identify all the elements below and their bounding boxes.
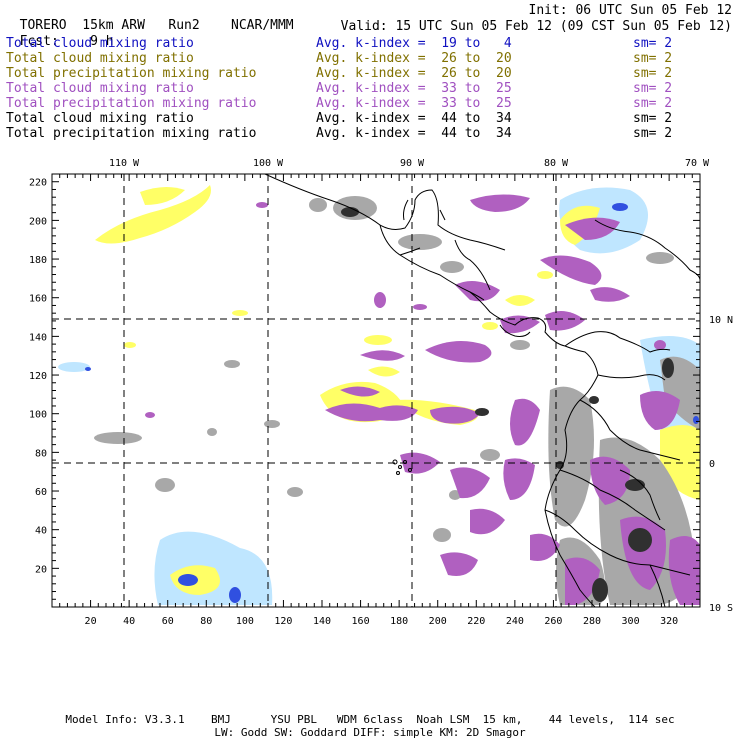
y-tick-label: 40 (35, 526, 47, 537)
cloud-field (58, 185, 700, 605)
legend-sm: sm= 2 (633, 51, 673, 66)
galapagos-islands (392, 459, 412, 475)
model-info: Model Info: V3.3.1 BMJ YSU PBL WDM 6clas… (65, 713, 675, 726)
x-tick-label: 80 (200, 616, 212, 627)
legend-sm: sm= 2 (633, 81, 673, 96)
lon-label: 70 W (685, 158, 710, 169)
lon-label: 110 W (109, 158, 140, 169)
physics-info: LW: Godd SW: Goddard DIFF: simple KM: 2D… (214, 726, 526, 739)
x-tick-label: 180 (390, 616, 408, 627)
x-tick-label: 320 (660, 616, 678, 627)
latitude-labels: 10 N 0 10 S (709, 315, 733, 614)
forecast-hour-line: Fcst: 9 h (4, 19, 114, 49)
legend-field: Total precipitation mixing ratio (6, 126, 257, 141)
x-tick-label: 220 (467, 616, 485, 627)
purple-cloud-areas (145, 194, 700, 605)
legend-row: Total precipitation mixing ratio Avg. k-… (6, 96, 686, 111)
lat-label: 10 S (709, 603, 733, 614)
coastlines (264, 174, 700, 607)
valid-time: Valid: 15 UTC Sun 05 Feb 12 (09 CST Sun … (340, 19, 732, 34)
run-label: Run2 (168, 18, 200, 33)
legend-kindex: Avg. k-index = 33 to 25 (316, 96, 512, 111)
lon-label: 90 W (400, 158, 425, 169)
y-tick-labels: 20 40 60 80 100 120 140 160 180 200 220 (29, 178, 47, 576)
lat-label: 10 N (709, 315, 733, 326)
legend-row: Total cloud mixing ratio Avg. k-index = … (6, 51, 686, 66)
blue-cloud-cores (85, 203, 699, 603)
legend-field: Total cloud mixing ratio (6, 51, 194, 66)
legend-kindex: Avg. k-index = 26 to 20 (316, 51, 512, 66)
x-tick-label: 140 (313, 616, 331, 627)
x-tick-label: 280 (583, 616, 601, 627)
legend-row: Total cloud mixing ratio Avg. k-index = … (6, 111, 686, 126)
legend-sm: sm= 2 (633, 36, 673, 51)
x-tick-labels: 20 40 60 80 100 120 140 160 180 200 220 240 260 280 30… (85, 616, 679, 627)
x-tick-label: 160 (352, 616, 370, 627)
legend-kindex: Avg. k-index = 26 to 20 (316, 66, 512, 81)
legend-field: Total precipitation mixing ratio (6, 96, 257, 111)
y-tick-label: 200 (29, 216, 47, 227)
x-tick-label: 60 (162, 616, 174, 627)
x-tick-label: 300 (622, 616, 640, 627)
model-resolution: 15km ARW (82, 18, 145, 33)
x-tick-label: 40 (123, 616, 135, 627)
lon-label: 100 W (253, 158, 284, 169)
legend-field: Total cloud mixing ratio (6, 36, 194, 51)
lon-label: 80 W (544, 158, 569, 169)
y-tick-label: 180 (29, 255, 47, 266)
legend-row: Total cloud mixing ratio Avg. k-index = … (6, 81, 686, 96)
legend-kindex: Avg. k-index = 44 to 34 (316, 126, 512, 141)
legend-kindex: Avg. k-index = 44 to 34 (316, 111, 512, 126)
x-tick-label: 200 (429, 616, 447, 627)
legend-sm: sm= 2 (633, 111, 673, 126)
y-tick-label: 220 (29, 178, 47, 189)
legend-field: Total cloud mixing ratio (6, 111, 194, 126)
y-tick-label: 20 (35, 564, 47, 575)
legend-row: Total precipitation mixing ratio Avg. k-… (6, 126, 686, 141)
legend-kindex: Avg. k-index = 33 to 25 (316, 81, 512, 96)
legend-sm: sm= 2 (633, 66, 673, 81)
y-tick-label: 80 (35, 448, 47, 459)
legend-row: Total precipitation mixing ratio Avg. k-… (6, 66, 686, 81)
x-tick-label: 260 (544, 616, 562, 627)
y-tick-label: 60 (35, 487, 47, 498)
legend-row: Total cloud mixing ratio Avg. k-index = … (6, 36, 686, 51)
y-tick-label: 160 (29, 294, 47, 305)
y-tick-label: 100 (29, 410, 47, 421)
x-tick-label: 240 (506, 616, 524, 627)
x-tick-label: 20 (85, 616, 97, 627)
forecast-value: 9 h (90, 34, 114, 49)
legend-sm: sm= 2 (633, 126, 673, 141)
init-time: Init: 06 UTC Sun 05 Feb 12 (528, 3, 733, 18)
lat-label: 0 (709, 459, 715, 470)
forecast-label: Fcst: (19, 34, 59, 49)
legend-kindex: Avg. k-index = 19 to 4 (316, 36, 512, 51)
y-tick-label: 140 (29, 332, 47, 343)
y-tick-label: 120 (29, 371, 47, 382)
latlon-grid (52, 174, 700, 607)
longitude-labels: 110 W 100 W 90 W 80 W 70 W (109, 158, 710, 169)
legend-field: Total precipitation mixing ratio (6, 66, 257, 81)
model-name: TORERO (19, 18, 67, 33)
model-title-line: TORERO 15km ARW Run2 NCAR/MMM (4, 3, 294, 33)
x-tick-label: 100 (236, 616, 254, 627)
org-label: NCAR/MMM (231, 18, 294, 33)
x-tick-label: 120 (274, 616, 292, 627)
legend-sm: sm= 2 (633, 96, 673, 111)
axis-ticks (52, 174, 700, 607)
legend-field: Total cloud mixing ratio (6, 81, 194, 96)
